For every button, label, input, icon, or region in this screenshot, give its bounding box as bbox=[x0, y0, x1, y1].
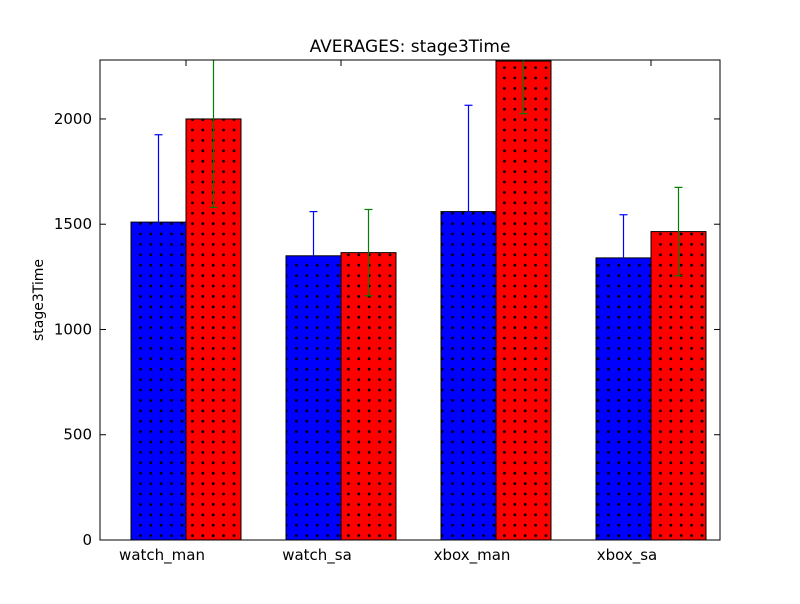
bar-xbox_man-s2 bbox=[495, 60, 552, 540]
y-axis-label: stage3Time bbox=[31, 259, 47, 341]
xtick-label-watch_man: watch_man bbox=[119, 546, 205, 565]
ytick-label-500: 500 bbox=[63, 426, 92, 444]
ytick-label-1000: 1000 bbox=[54, 320, 92, 338]
ytick-label-2000: 2000 bbox=[54, 110, 92, 128]
plot-frame bbox=[99, 59, 721, 541]
bar-watch_sa-s2 bbox=[340, 252, 397, 540]
xtick-label-xbox_sa: xbox_sa bbox=[597, 546, 658, 565]
xtick-label-xbox_man: xbox_man bbox=[434, 546, 511, 565]
xtick-label-watch_sa: watch_sa bbox=[282, 546, 352, 565]
bar-xbox_sa-s2 bbox=[650, 231, 707, 540]
bar-xbox_sa-s1 bbox=[595, 257, 652, 540]
ytick-label-0: 0 bbox=[82, 531, 92, 549]
bars-layer bbox=[130, 60, 707, 540]
ytick-label-1500: 1500 bbox=[54, 215, 92, 233]
chart-title: AVERAGES: stage3Time bbox=[310, 37, 511, 57]
ticks-layer: 0 500 1000 1500 2000 watch_man watch_sa xbox_ma… bbox=[54, 60, 720, 565]
bar-watch_sa-s1 bbox=[285, 255, 342, 540]
